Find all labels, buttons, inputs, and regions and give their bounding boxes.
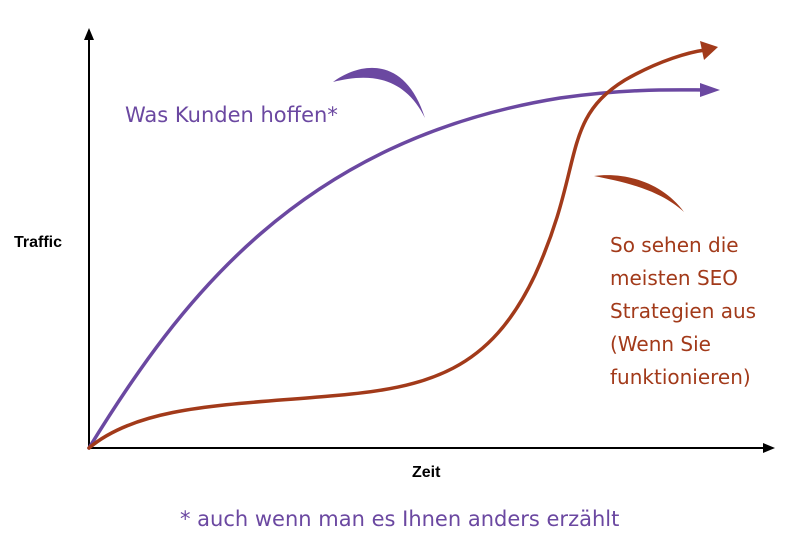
reality-label-line-5: funktionieren) bbox=[610, 365, 751, 389]
hoped-arrowhead bbox=[700, 83, 720, 97]
x-axis-label: Zeit bbox=[412, 464, 441, 481]
reality-curve bbox=[87, 48, 707, 450]
reality-label-line-1: So sehen die bbox=[610, 233, 739, 257]
reality-label-line-2: meisten SEO bbox=[610, 266, 738, 290]
reality-label-line-3: Strategien aus bbox=[610, 299, 756, 323]
reality-label-line-4: (Wenn Sie bbox=[610, 332, 711, 356]
y-axis-arrowhead bbox=[84, 28, 94, 40]
rust-brush-stroke bbox=[594, 175, 684, 212]
purple-brush-stroke bbox=[333, 67, 425, 118]
x-axis-arrowhead bbox=[763, 443, 775, 453]
reality-arrowhead bbox=[700, 41, 718, 60]
footnote: * auch wenn man es Ihnen anders erzählt bbox=[180, 507, 619, 531]
hoped-curve-label: Was Kunden hoffen* bbox=[125, 103, 338, 127]
y-axis-label: Traffic bbox=[14, 234, 62, 251]
hoped-curve bbox=[87, 88, 710, 450]
